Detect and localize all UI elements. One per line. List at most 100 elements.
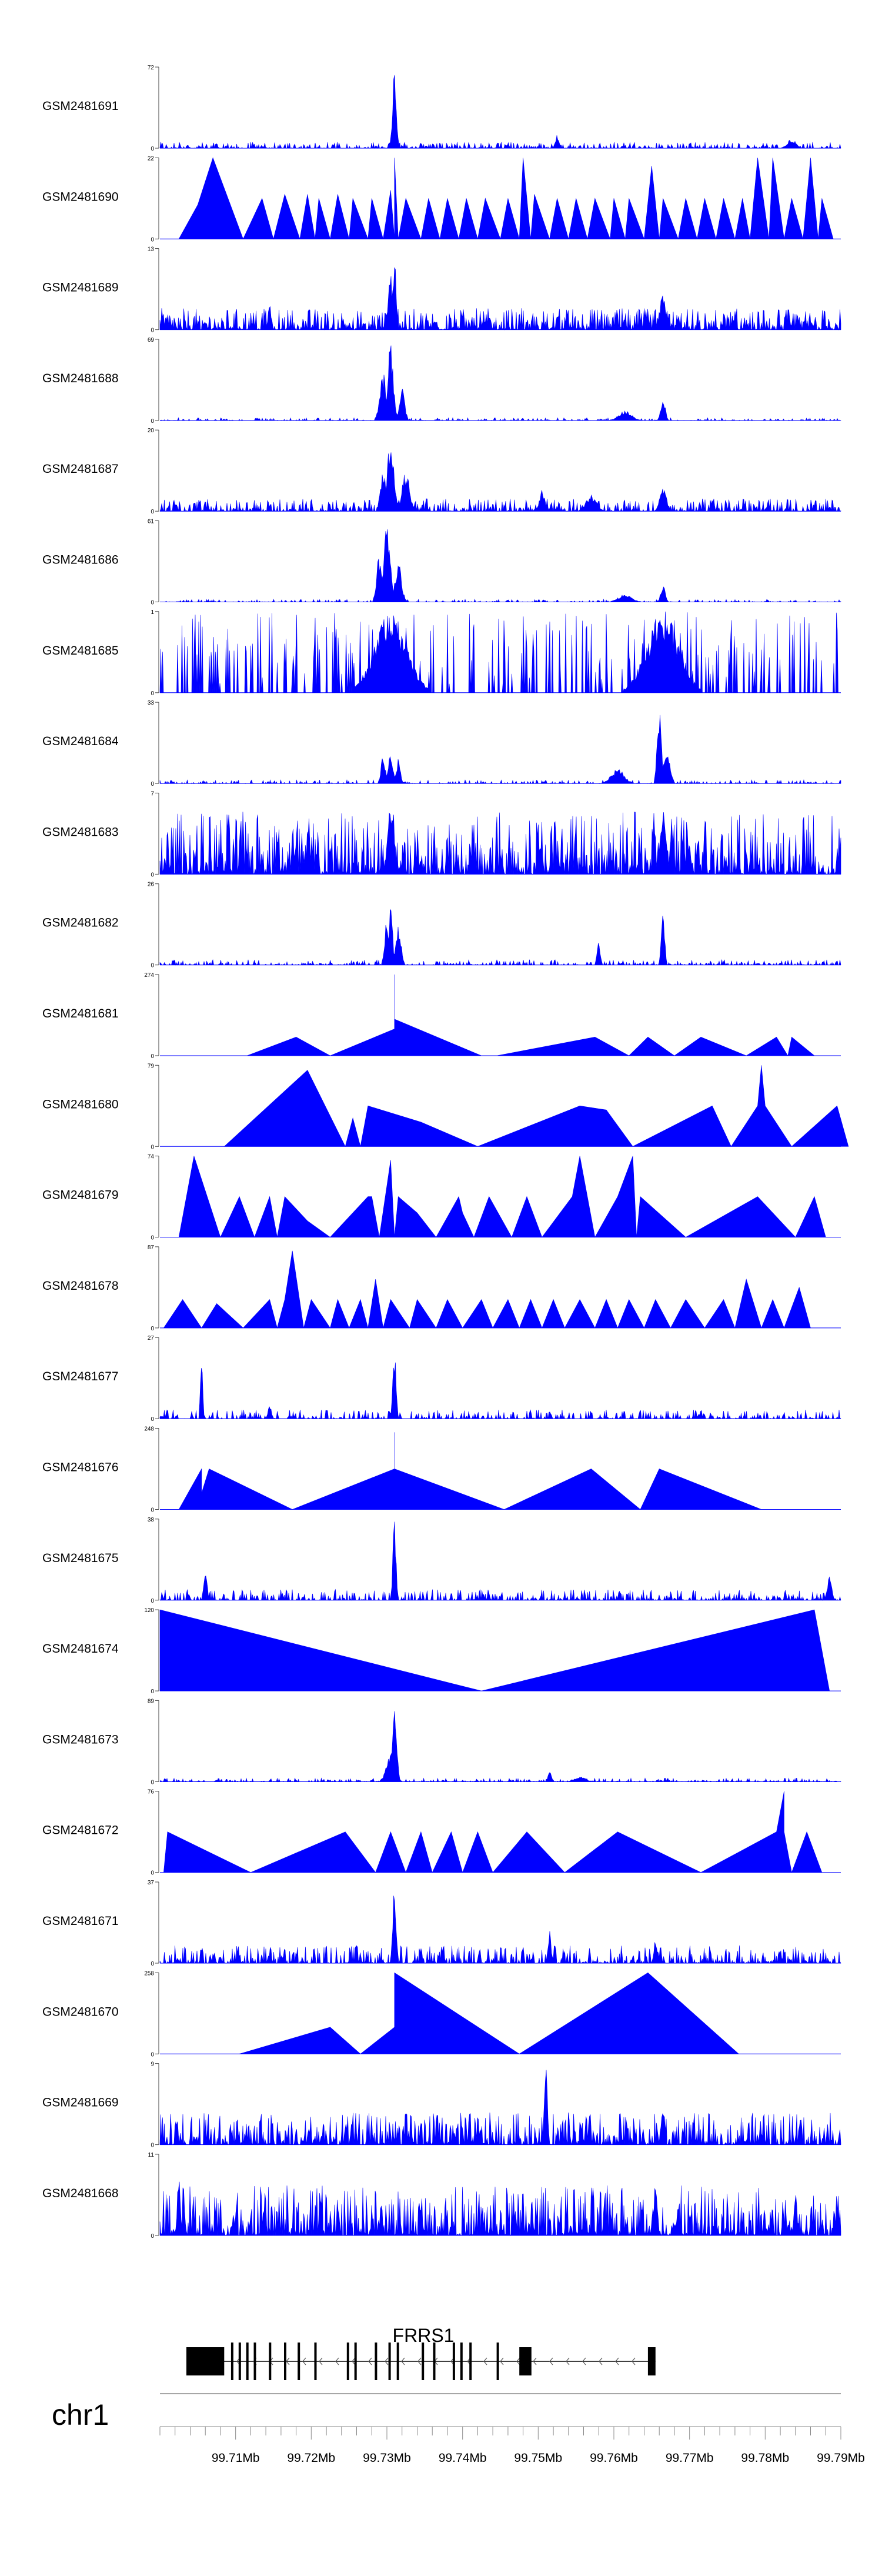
exon — [253, 2343, 256, 2380]
axis-tick-label: 99.74Mb — [439, 2451, 487, 2465]
track-label: GSM2481689 — [42, 281, 119, 295]
y-max-label: 69 — [148, 337, 155, 343]
track-GSM2481675: GSM2481675 38 0 — [42, 1517, 841, 1604]
track-label: GSM2481668 — [42, 2187, 119, 2200]
coverage-area — [239, 1972, 740, 2054]
y-max-label: 89 — [148, 1698, 155, 1704]
track-GSM2481671: GSM2481671 37 0 — [42, 1880, 841, 1967]
exon — [460, 2343, 463, 2380]
strand-arrow — [368, 2357, 372, 2365]
track-label: GSM2481686 — [42, 553, 119, 567]
track-GSM2481674: GSM2481674 120 0 — [42, 1607, 841, 1695]
gene-model-track: FRRS1 — [186, 2325, 656, 2380]
y-max-label: 248 — [144, 1426, 154, 1433]
track-GSM2481691: GSM2481691 72 0 — [42, 65, 841, 152]
track-label: GSM2481687 — [42, 462, 119, 476]
y-max-label: 87 — [148, 1244, 155, 1251]
strand-arrow — [533, 2357, 537, 2365]
track-label: GSM2481670 — [42, 2005, 119, 2018]
track-GSM2481679: GSM2481679 74 0 — [42, 1154, 841, 1242]
y-max-label: 79 — [148, 1063, 155, 1069]
track-GSM2481670: GSM2481670 258 0 — [42, 1970, 841, 2058]
track-GSM2481690: GSM2481690 22 0 — [42, 155, 841, 243]
track-label: GSM2481679 — [42, 1189, 119, 1202]
strand-arrow — [599, 2357, 603, 2365]
y-min-label: 0 — [151, 1053, 154, 1060]
y-min-label: 0 — [151, 1144, 154, 1150]
axis-tick-label: 99.76Mb — [590, 2451, 638, 2465]
track-label: GSM2481675 — [42, 1551, 119, 1565]
track-label: GSM2481678 — [42, 1279, 119, 1293]
coverage-area — [159, 452, 841, 512]
exon — [396, 2343, 399, 2380]
y-min-label: 0 — [151, 236, 154, 243]
coverage-area — [159, 909, 841, 966]
y-min-label: 0 — [151, 1326, 154, 1332]
gene-structure — [186, 2343, 656, 2380]
axis-tick-label: 99.77Mb — [666, 2451, 714, 2465]
y-min-label: 0 — [151, 1507, 154, 1514]
strand-arrow — [417, 2357, 422, 2365]
track-GSM2481669: GSM2481669 9 0 — [42, 2061, 841, 2149]
axis-tick-label: 99.73Mb — [363, 2451, 411, 2465]
coverage-area — [159, 1362, 841, 1420]
y-min-label: 0 — [151, 146, 154, 152]
track-label: GSM2481673 — [42, 1733, 119, 1746]
y-max-label: 11 — [148, 2152, 155, 2158]
y-max-label: 120 — [144, 1607, 154, 1614]
track-label: GSM2481680 — [42, 1097, 119, 1111]
y-max-label: 76 — [148, 1789, 155, 1796]
axis-tick-label: 99.71Mb — [212, 2451, 260, 2465]
strand-arrow — [319, 2357, 323, 2365]
coverage-area — [178, 1432, 762, 1510]
axis-tick-label: 99.75Mb — [514, 2451, 562, 2465]
y-max-label: 61 — [148, 519, 155, 525]
coverage-area — [163, 1791, 823, 1873]
coverage-area — [159, 2070, 841, 2145]
track-label: GSM2481669 — [42, 2096, 119, 2110]
y-max-label: 7 — [151, 790, 154, 797]
y-max-label: 20 — [148, 428, 155, 434]
y-max-label: 13 — [148, 246, 155, 253]
axis-tick-label: 99.79Mb — [817, 2451, 865, 2465]
exon — [269, 2343, 272, 2380]
exon — [246, 2343, 249, 2380]
coverage-area — [159, 1896, 841, 1964]
track-label: GSM2481685 — [42, 644, 119, 658]
genome-axis: chr1 99.71Mb 99.72Mb 99.73Mb 99.74Mb 99.75Mb… — [52, 2393, 865, 2465]
track-GSM2481686: GSM2481686 61 0 — [42, 519, 841, 606]
exon — [314, 2343, 317, 2380]
coverage-area — [159, 1711, 841, 1783]
y-max-label: 27 — [148, 1335, 155, 1342]
track-label: GSM2481681 — [42, 1007, 119, 1020]
track-GSM2481682: GSM2481682 26 0 — [42, 882, 841, 969]
track-label: GSM2481688 — [42, 372, 119, 385]
track-GSM2481673: GSM2481673 89 0 — [42, 1698, 841, 1786]
y-max-label: 38 — [148, 1517, 155, 1523]
coverage-area — [163, 1250, 811, 1329]
exon — [433, 2343, 436, 2380]
y-max-label: 33 — [148, 700, 155, 706]
track-GSM2481683: GSM2481683 7 0 — [42, 790, 841, 878]
track-label: GSM2481671 — [42, 1914, 119, 1928]
y-min-label: 0 — [151, 2143, 154, 2149]
coverage-area — [246, 975, 815, 1056]
axis-tick-label: 99.78Mb — [741, 2451, 789, 2465]
y-min-label: 0 — [151, 781, 154, 788]
track-GSM2481689: GSM2481689 13 0 — [42, 246, 841, 334]
coverage-area — [223, 1065, 849, 1147]
y-max-label: 72 — [148, 65, 155, 71]
track-GSM2481672: GSM2481672 76 0 — [42, 1789, 841, 1877]
exon — [452, 2343, 455, 2380]
exon — [388, 2343, 391, 2380]
track-label: GSM2481683 — [42, 825, 119, 839]
exon — [647, 2347, 656, 2375]
y-max-label: 74 — [148, 1154, 155, 1160]
strand-arrow — [352, 2357, 356, 2365]
strand-arrow — [385, 2357, 389, 2365]
strand-arrow — [500, 2357, 504, 2365]
exon — [298, 2343, 300, 2380]
track-label: GSM2481682 — [42, 916, 119, 930]
y-min-label: 0 — [151, 2051, 154, 2058]
track-GSM2481687: GSM2481687 20 0 — [42, 428, 841, 515]
